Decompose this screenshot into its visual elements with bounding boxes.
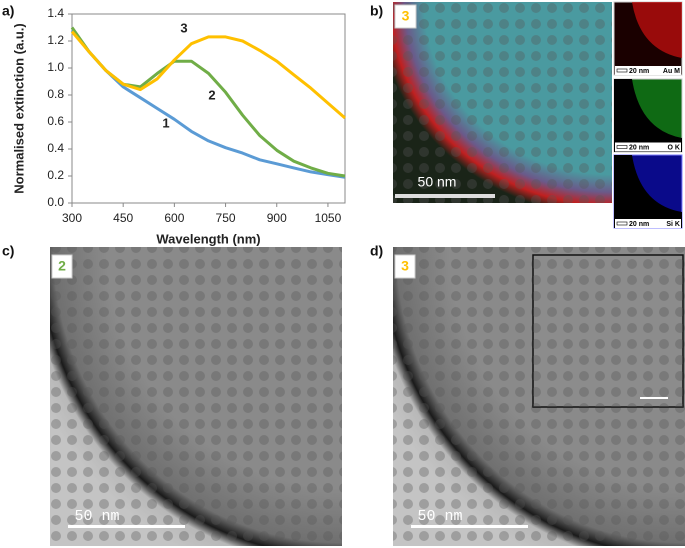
series-label: 2 (208, 87, 215, 102)
y-tick-label: 0.8 (47, 87, 64, 101)
line-chart: 0.0 0.2 0.4 0.6 0.8 1.0 1.2 1.4 300 450 600 750 900 1… (11, 6, 346, 246)
map-o-bg (614, 79, 682, 152)
map-si-bg (614, 155, 682, 228)
x-axis-label: Wavelength (nm) (156, 231, 260, 246)
badge-box (394, 4, 417, 29)
map-caption-bg (615, 219, 681, 228)
scale-label: 50 nm (418, 174, 457, 190)
y-tick-label: 0.6 (47, 114, 64, 128)
eds-texture (393, 2, 612, 203)
scale-label: 50 nm (417, 508, 462, 525)
x-tick-label: 900 (267, 211, 287, 225)
map-caption-bg (615, 142, 681, 152)
map-element: Si K (666, 221, 680, 228)
map-scale-bar (616, 145, 628, 149)
x-tick-label: 1050 (315, 211, 342, 225)
scale-bar (395, 194, 495, 198)
series-label: 1 (162, 115, 169, 130)
map-scale-label: 20 nm (629, 68, 649, 75)
y-tick-label: 0.4 (47, 141, 64, 155)
line-series (70, 29, 346, 179)
x-tick-label: 750 (216, 211, 236, 225)
map-scale-bar (616, 68, 628, 73)
map-caption-bg (615, 66, 681, 75)
y-tick-label: 1.2 (47, 33, 64, 47)
panel-label: a) (2, 3, 14, 19)
y-tick-label: 1.0 (47, 60, 64, 74)
inset-scale-bar (640, 397, 668, 399)
plot-frame (71, 13, 346, 204)
badge-box (51, 254, 73, 279)
panel-label: d) (370, 243, 383, 259)
panel-label: c) (2, 243, 14, 259)
y-axis-label: Normalised extinction (a.u.) (11, 23, 26, 193)
panel-label: b) (370, 3, 383, 19)
series-label: 3 (180, 20, 187, 35)
map-element: O K (668, 144, 680, 151)
tem-texture (50, 247, 342, 546)
y-tick-label: 0.2 (47, 168, 64, 182)
scale-bar (411, 525, 528, 528)
x-tick-label: 300 (62, 211, 82, 225)
scale-bar (68, 525, 185, 528)
y-tick-label: 0.0 (47, 195, 64, 209)
map-element: Au M (663, 68, 680, 75)
badge: 2 (58, 258, 66, 274)
x-tick-label: 450 (113, 211, 133, 225)
scale-label: 50 nm (74, 508, 119, 525)
inset-texture (533, 255, 683, 407)
map-scale-label: 20 nm (629, 144, 649, 151)
map-scale-label: 20 nm (629, 221, 649, 228)
badge: 3 (401, 258, 409, 274)
badge-box (394, 254, 416, 279)
x-tick-label: 600 (164, 211, 184, 225)
map-scale-bar (616, 221, 628, 226)
line-series (70, 30, 346, 120)
map-au-signal (632, 2, 682, 58)
y-tick-label: 1.4 (47, 6, 64, 20)
badge: 3 (402, 8, 410, 24)
